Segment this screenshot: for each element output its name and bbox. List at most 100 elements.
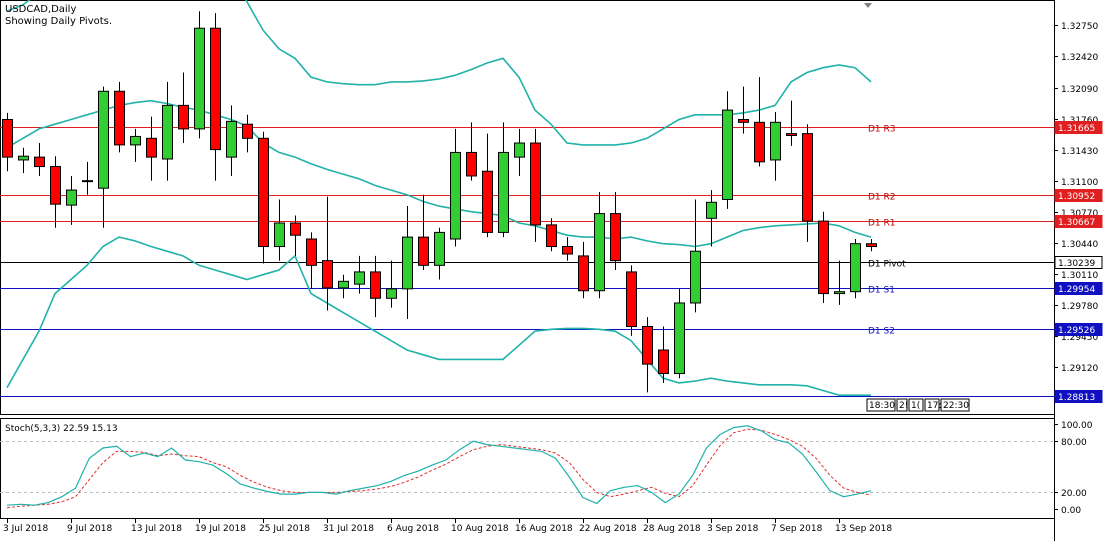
- candle[interactable]: [674, 288, 685, 379]
- candle[interactable]: [802, 124, 813, 242]
- scroll-marker-icon[interactable]: [864, 3, 872, 8]
- candle[interactable]: [610, 191, 621, 271]
- candle[interactable]: [306, 232, 317, 289]
- candle[interactable]: [466, 122, 477, 181]
- pivot-value-label: 1.28813: [1058, 393, 1095, 403]
- candle[interactable]: [418, 194, 429, 271]
- candle[interactable]: [562, 237, 573, 261]
- price-tick-label: 1.31100: [1061, 178, 1098, 188]
- time-label-boxes: 18:30 2! 1(17: 22:30: [866, 398, 970, 412]
- candle[interactable]: [834, 260, 845, 305]
- time-label-box: [908, 398, 924, 412]
- stochastic-axis: 100.00 80.00 20.00 0.00: [1054, 421, 1093, 516]
- candle[interactable]: [402, 206, 413, 319]
- candle[interactable]: [658, 326, 669, 383]
- time-tick-label: 25 Jul 2018: [259, 524, 310, 534]
- candle[interactable]: [594, 191, 605, 299]
- stochastic-signal-line: [6, 428, 872, 509]
- stochastic-tick-label: 20.00: [1061, 489, 1087, 499]
- candle[interactable]: [130, 128, 141, 162]
- candle[interactable]: [338, 274, 349, 299]
- candle[interactable]: [546, 218, 557, 252]
- candle-body: [466, 151, 477, 177]
- candle-body: [34, 156, 45, 168]
- price-tick-label: 1.32420: [1061, 53, 1098, 63]
- pivot-label: D1 Pivot: [868, 260, 906, 270]
- candle[interactable]: [258, 131, 269, 264]
- candle[interactable]: [370, 255, 381, 318]
- candle[interactable]: [98, 86, 109, 228]
- candle[interactable]: [178, 72, 189, 144]
- time-label-box: [866, 398, 896, 412]
- candle[interactable]: [274, 199, 285, 261]
- candle[interactable]: [690, 199, 701, 313]
- candle[interactable]: [530, 128, 541, 242]
- candle[interactable]: [290, 215, 301, 256]
- candle-body: [722, 109, 733, 200]
- candle[interactable]: [18, 147, 29, 174]
- candle-body: [290, 222, 301, 236]
- candle[interactable]: [322, 196, 333, 311]
- time-tick-label: 28 Aug 2018: [643, 524, 701, 534]
- candle[interactable]: [226, 105, 237, 176]
- candle[interactable]: [514, 128, 525, 176]
- pivot-value-label: 1.30667: [1058, 218, 1095, 228]
- candle[interactable]: [482, 133, 493, 238]
- pivot-value-tags: 1.31665 1.30952 1.30667 1.30239 1.29954 1.295…: [1054, 121, 1103, 403]
- candle[interactable]: [66, 175, 77, 225]
- candle[interactable]: [642, 317, 653, 393]
- candle[interactable]: [242, 114, 253, 153]
- candle[interactable]: [34, 143, 45, 176]
- candle[interactable]: [2, 112, 13, 172]
- candle[interactable]: [386, 260, 397, 308]
- pivot-value-tag: [1054, 282, 1103, 295]
- candle-body: [98, 90, 109, 189]
- time-tick-label: 6 Aug 2018: [387, 524, 439, 534]
- candle[interactable]: [50, 156, 61, 228]
- candle-body: [866, 243, 877, 248]
- candle[interactable]: [866, 238, 877, 252]
- candle[interactable]: [578, 241, 589, 299]
- candle[interactable]: [498, 122, 509, 238]
- candle-body: [82, 180, 93, 183]
- pivot-value-label: 1.29526: [1058, 326, 1095, 336]
- candle-body: [306, 238, 317, 266]
- stochastic-tick-label: 100.00: [1061, 421, 1093, 431]
- candle[interactable]: [82, 161, 93, 195]
- candle[interactable]: [146, 116, 157, 181]
- price-tick-label: 1.30110: [1061, 271, 1098, 281]
- candle[interactable]: [706, 190, 717, 247]
- candle[interactable]: [786, 100, 797, 146]
- candle[interactable]: [434, 227, 445, 280]
- candle-body: [434, 231, 445, 266]
- candle[interactable]: [626, 265, 637, 336]
- candle[interactable]: [770, 111, 781, 181]
- stochastic-main-line: [6, 425, 872, 506]
- pivot-value-tag: [1054, 390, 1103, 403]
- candle-body: [754, 121, 765, 163]
- candle-body: [626, 271, 637, 327]
- price-tick-label: 1.32090: [1061, 85, 1098, 95]
- candle[interactable]: [354, 255, 365, 294]
- candle[interactable]: [722, 91, 733, 209]
- time-tick-label: 3 Jul 2018: [3, 524, 48, 534]
- candle[interactable]: [754, 77, 765, 167]
- candle-body: [146, 137, 157, 158]
- candle[interactable]: [818, 211, 829, 303]
- candle-body: [658, 349, 669, 375]
- pivot-value-tag: [1054, 189, 1103, 202]
- candle[interactable]: [850, 238, 861, 299]
- time-tick-label: 22 Aug 2018: [579, 524, 637, 534]
- candle[interactable]: [162, 81, 173, 181]
- time-label-text: 18:30: [869, 401, 895, 411]
- candle[interactable]: [194, 11, 205, 139]
- candle[interactable]: [210, 13, 221, 181]
- candle[interactable]: [738, 86, 749, 134]
- candle[interactable]: [450, 128, 461, 247]
- pivot-value-tag: [1054, 256, 1103, 269]
- time-label-text: 1(: [911, 401, 920, 411]
- candle[interactable]: [114, 81, 125, 153]
- candles[interactable]: [2, 11, 877, 393]
- candle-body: [418, 236, 429, 266]
